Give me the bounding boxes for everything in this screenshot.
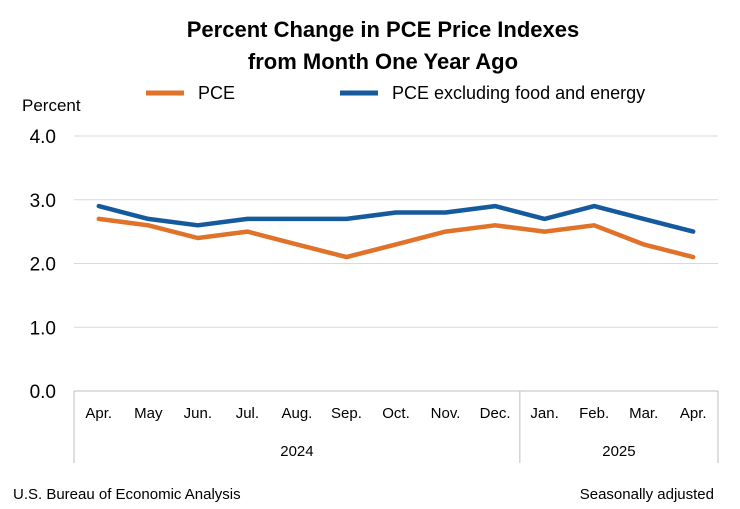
x-tick-label: Mar. [629,405,658,422]
year-label: 2025 [602,443,635,460]
x-tick-label: Aug. [281,405,312,422]
x-tick-label: Sep. [331,405,362,422]
x-tick-label: Oct. [382,405,410,422]
x-tick-label: Feb. [579,405,609,422]
y-axis-label: Percent [22,96,81,115]
y-tick-label: 3.0 [30,191,56,212]
year-label: 2024 [280,443,313,460]
x-tick-label: Jul. [236,405,259,422]
y-tick-label: 0.0 [30,382,56,403]
x-tick-label: May [134,405,163,422]
x-tick-label: Jan. [530,405,558,422]
y-tick-label: 4.0 [30,127,56,148]
chart-title-line-1: Percent Change in PCE Price Indexes [187,17,579,42]
chart-title-line-2: from Month One Year Ago [248,49,518,74]
x-tick-label: Jun. [184,405,212,422]
x-tick-label: Dec. [480,405,511,422]
x-tick-label: Nov. [431,405,461,422]
legend-label-core-pce: PCE excluding food and energy [392,83,645,103]
source-note: U.S. Bureau of Economic Analysis [13,486,241,503]
series-line-core-pce [96,203,696,234]
x-tick-label: Apr. [85,405,112,422]
y-tick-label: 1.0 [30,318,56,339]
legend-label-pce: PCE [198,83,235,103]
x-tick-label: Apr. [680,405,707,422]
y-tick-label: 2.0 [30,255,56,276]
series-line-pce [96,216,696,260]
seasonal-note: Seasonally adjusted [580,486,714,503]
